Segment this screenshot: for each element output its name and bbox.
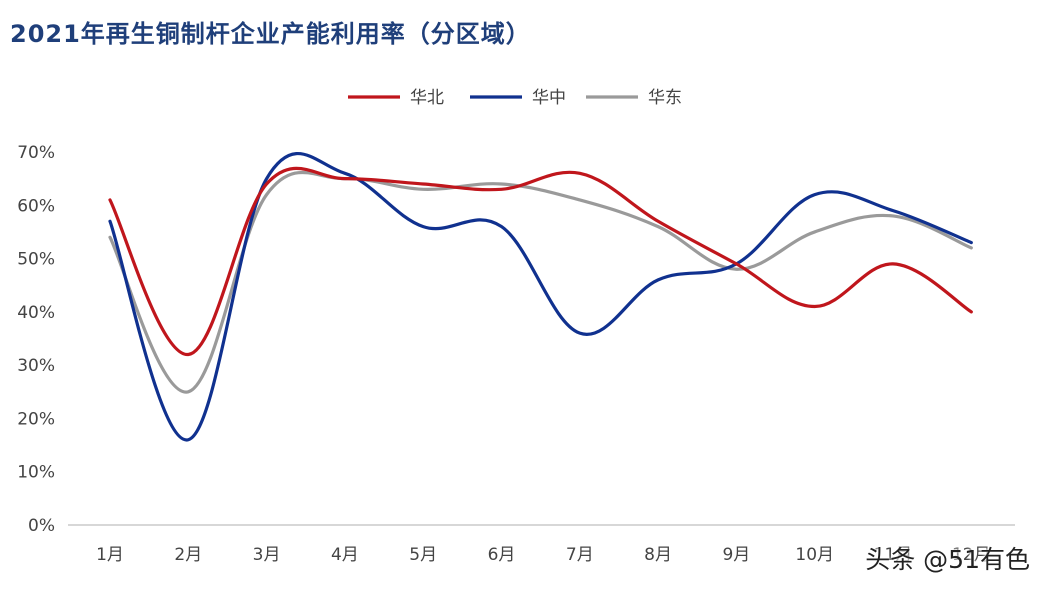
legend: 华北 华中 华东 xyxy=(348,88,682,108)
legend-label: 华北 xyxy=(410,88,444,108)
x-tick-label: 1月 xyxy=(96,545,124,565)
legend-label: 华中 xyxy=(532,88,566,108)
x-tick-label: 6月 xyxy=(488,545,516,565)
series-line-3 xyxy=(108,170,973,394)
chart-title: 2021年再生铜制杆企业产能利用率（分区域） xyxy=(10,20,531,48)
tick-labels: 0% 10% 20% 30% 40% 50% 60% 70% 1月 2月 3月 4月 5月 6月 7月 8月 9… xyxy=(17,143,990,565)
y-tick-label: 20% xyxy=(17,409,55,429)
watermark: 头条 @51有色 xyxy=(865,545,1030,574)
y-tick-label: 40% xyxy=(17,303,55,323)
legend-label: 华东 xyxy=(648,88,682,108)
x-tick-label: 3月 xyxy=(253,545,281,565)
series-line-2 xyxy=(108,152,973,442)
y-tick-label: 70% xyxy=(17,143,55,163)
y-tick-label: 30% xyxy=(17,356,55,376)
y-tick-label: 10% xyxy=(17,463,55,483)
x-tick-label: 4月 xyxy=(331,545,359,565)
series-lines xyxy=(108,152,973,442)
y-tick-label: 50% xyxy=(17,250,55,270)
x-tick-label: 8月 xyxy=(644,545,672,565)
x-tick-label: 10月 xyxy=(795,545,834,565)
x-tick-label: 2月 xyxy=(174,545,202,565)
x-tick-label: 9月 xyxy=(722,545,750,565)
x-tick-label: 12月 xyxy=(952,545,991,565)
y-tick-label: 0% xyxy=(28,516,55,536)
x-tick-label: 11月 xyxy=(874,545,913,565)
x-tick-label: 7月 xyxy=(566,545,594,565)
series-line-1 xyxy=(108,166,973,357)
x-tick-label: 5月 xyxy=(409,545,437,565)
y-tick-label: 60% xyxy=(17,196,55,216)
